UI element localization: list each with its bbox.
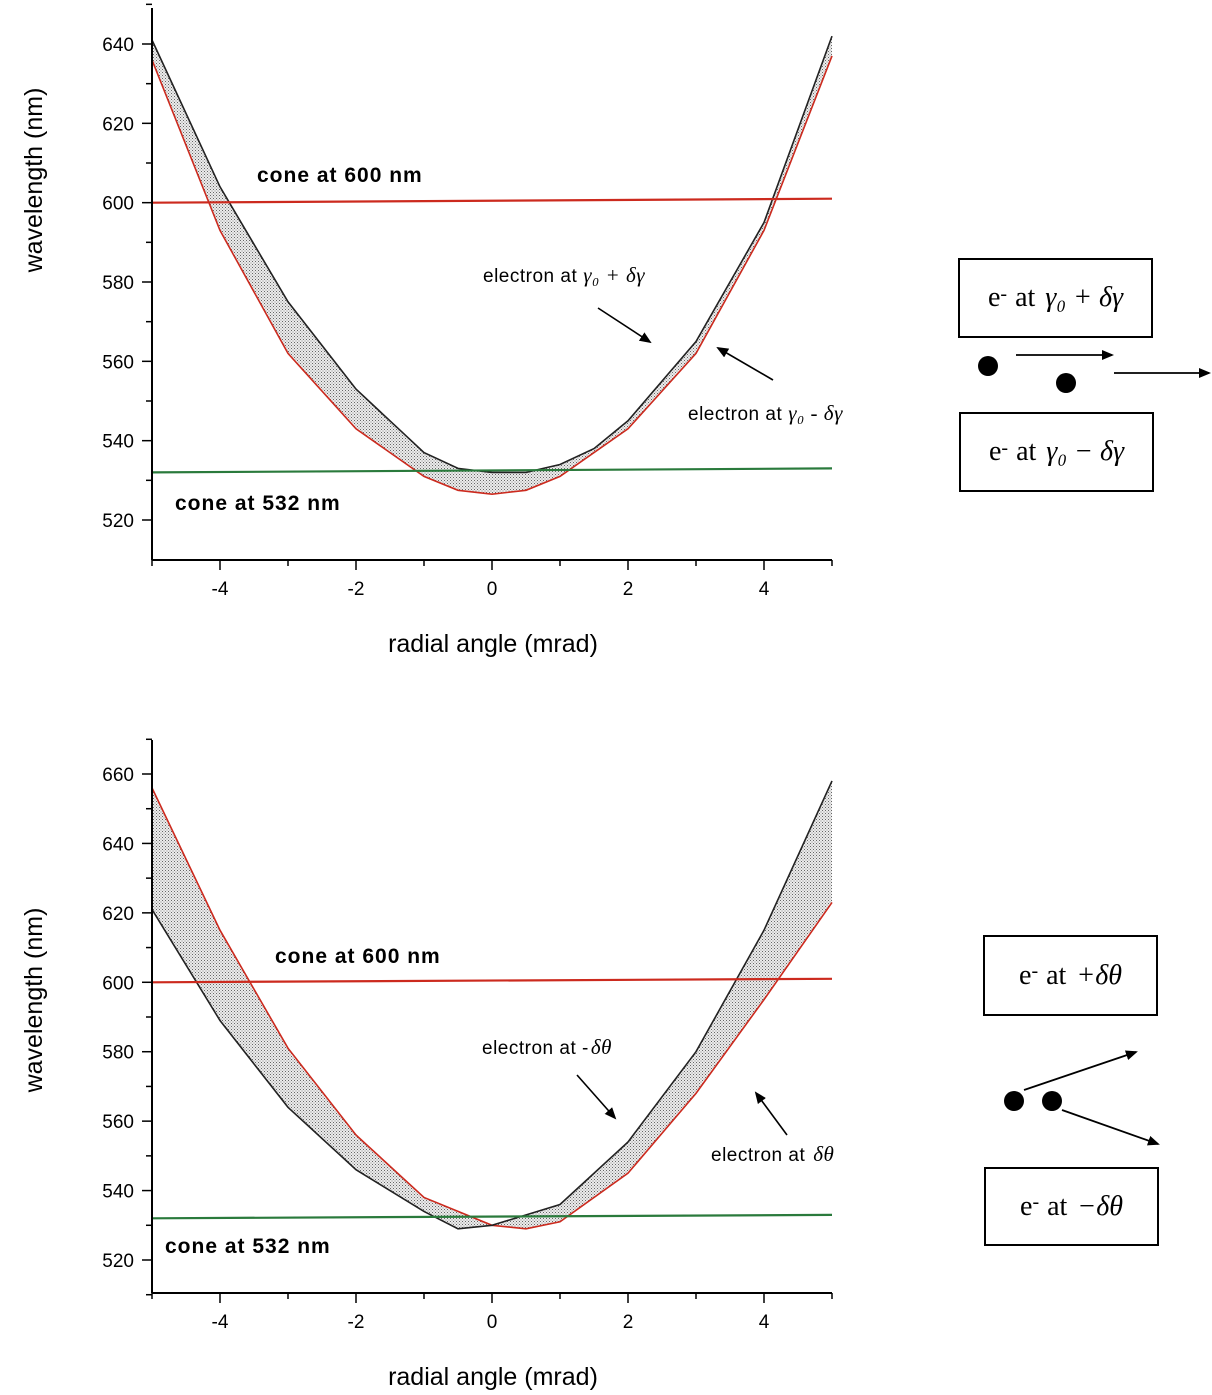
x-tick-label: -2 xyxy=(348,1312,365,1333)
black-curve xyxy=(151,780,833,1230)
cone-600-label: cone at 600 nm xyxy=(275,945,441,968)
electron-neg-arrow xyxy=(576,1074,617,1120)
top-chart: -4 -2 0 2 4 520 540 560 580 600 620 640 xyxy=(102,3,833,600)
legend-box-theta-minus: e - at −δθ xyxy=(984,1167,1159,1246)
series-lines xyxy=(151,780,833,1230)
electron-dot-icon xyxy=(1042,1091,1062,1111)
band-area xyxy=(152,780,832,1229)
x-tick-label: 2 xyxy=(623,1312,634,1333)
electron-dot-icon xyxy=(1056,373,1076,393)
y-tick-label: 620 xyxy=(102,114,134,135)
cone-532-label: cone at 532 nm xyxy=(175,492,341,515)
x-tick-label: 0 xyxy=(487,579,498,600)
y-tick-label: 560 xyxy=(102,1112,134,1133)
axes xyxy=(142,3,833,570)
cone-532-label: cone at 532 nm xyxy=(165,1235,331,1258)
electron-plus-arrow xyxy=(597,307,652,344)
axes xyxy=(142,738,833,1303)
cone-600-label: cone at 600 nm xyxy=(257,164,423,187)
y-tick-label: 580 xyxy=(102,273,134,294)
y-tick-label: 600 xyxy=(102,194,134,215)
cone-532-line xyxy=(151,1213,833,1220)
x-axis-label: radial angle (mrad) xyxy=(388,1363,598,1391)
y-tick-label: 520 xyxy=(102,511,134,532)
x-tick-label: 0 xyxy=(487,1312,498,1333)
y-axis-label: wavelength (nm) xyxy=(20,908,48,1094)
x-tick-label: 2 xyxy=(623,579,634,600)
legend-box-theta-plus: e - at +δθ xyxy=(983,935,1158,1016)
legend-box-gamma-plus: e - at γ₀ + δγ xyxy=(958,258,1153,338)
cone-600-line xyxy=(151,197,833,204)
x-tick-label: 4 xyxy=(759,1312,770,1333)
y-tick-label: 640 xyxy=(102,834,134,855)
cone-600-line xyxy=(151,977,833,984)
shaded-band xyxy=(152,36,832,495)
y-tick-label: 660 xyxy=(102,765,134,786)
electron-neg-label: electron at -δθ xyxy=(482,1035,612,1059)
y-tick-label: 560 xyxy=(102,352,134,373)
direction-arrow xyxy=(1061,1109,1160,1146)
y-tick-label: 520 xyxy=(102,1251,134,1272)
cone-532-line xyxy=(151,467,833,474)
y-tick-label: 620 xyxy=(102,904,134,925)
electron-dot-icon xyxy=(978,356,998,376)
x-tick-label: 4 xyxy=(759,579,770,600)
series-lines xyxy=(151,35,833,496)
x-axis-label: radial angle (mrad) xyxy=(388,630,598,658)
y-axis-label: wavelength (nm) xyxy=(20,88,48,274)
y-tick-label: 580 xyxy=(102,1043,134,1064)
electron-plus-label: electron at γ₀ + δγ xyxy=(483,263,645,287)
x-tick-label: -4 xyxy=(212,579,229,600)
band-area xyxy=(152,36,832,495)
electron-minus-arrow xyxy=(716,346,774,381)
electron-pos-label: electron at δθ xyxy=(711,1142,834,1166)
direction-arrow xyxy=(1023,1050,1138,1091)
red-curve xyxy=(151,55,833,496)
y-tick-label: 600 xyxy=(102,973,134,994)
tick-labels: -4 -2 0 2 4 520 540 560 580 600 620 640 660 xyxy=(102,765,769,1333)
y-tick-label: 540 xyxy=(102,432,134,453)
x-tick-label: -4 xyxy=(212,1312,229,1333)
legend-box-gamma-minus: e - at γ₀ − δγ xyxy=(959,412,1154,492)
tick-labels: -4 -2 0 2 4 520 540 560 580 600 620 640 xyxy=(102,35,769,600)
bottom-chart: -4 -2 0 2 4 520 540 560 580 600 620 640 660 xyxy=(102,738,833,1333)
y-tick-label: 640 xyxy=(102,35,134,56)
red-curve xyxy=(151,787,833,1230)
x-tick-label: -2 xyxy=(348,579,365,600)
electron-dot-icon xyxy=(1004,1091,1024,1111)
black-curve xyxy=(151,35,833,474)
y-tick-label: 540 xyxy=(102,1182,134,1203)
shaded-band xyxy=(152,780,832,1229)
electron-minus-label: electron at γ₀ - δγ xyxy=(688,401,843,425)
electron-pos-arrow xyxy=(754,1091,788,1136)
